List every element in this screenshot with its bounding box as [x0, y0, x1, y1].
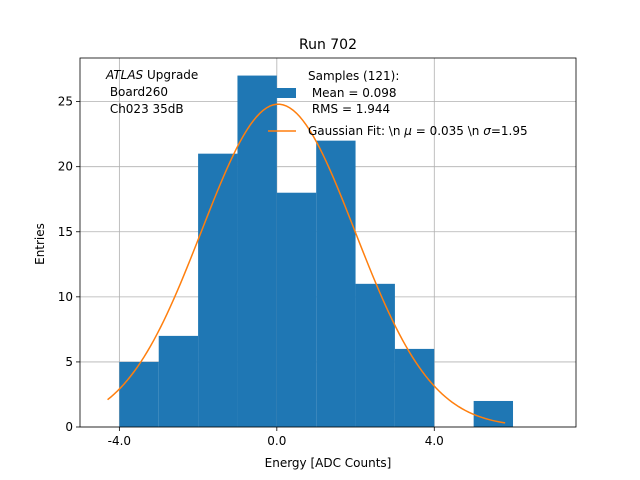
annotation-experiment-suffix: Upgrade: [143, 68, 198, 82]
x-axis-label: Energy [ADC Counts]: [265, 456, 392, 470]
histogram-bar-4: [276, 192, 317, 427]
histogram-bar-0: [119, 361, 159, 427]
legend-fit-sigma-symbol: σ: [483, 124, 491, 138]
histogram-bar-1: [158, 335, 199, 427]
legend-fit-sigma-value: =1.95: [491, 124, 528, 138]
histogram-bar-9: [473, 400, 514, 427]
axes-frame: [79, 57, 577, 428]
y-tick-label-5: 25: [58, 95, 73, 109]
legend: Samples (121): Mean = 0.098 RMS = 1.944 …: [268, 69, 528, 138]
experiment-annotation: ATLAS Upgrade Board260 Ch023 35dB: [105, 68, 198, 116]
y-tick-label-0: 0: [65, 420, 73, 434]
annotation-experiment-line: ATLAS Upgrade: [105, 68, 198, 82]
histogram-bar-6: [355, 283, 395, 427]
histogram-bar-7: [394, 348, 435, 427]
legend-histogram-swatch: [274, 88, 296, 98]
x-tick-label-2: 4.0: [425, 434, 444, 448]
x-tick-label-1: 0.0: [267, 434, 286, 448]
x-tick-label-0: -4.0: [108, 434, 131, 448]
legend-fit-label: Gaussian Fit: \n μ = 0.035 \n σ=1.95: [308, 124, 528, 138]
y-tick-label-4: 20: [58, 160, 73, 174]
y-tick-label-3: 15: [58, 225, 73, 239]
histogram-bar-5: [316, 140, 356, 427]
legend-fit-mu-symbol: μ: [403, 124, 412, 138]
y-tick-label-2: 10: [58, 290, 73, 304]
histogram-bar-3: [237, 75, 277, 428]
annotation-board: Board260: [106, 85, 168, 99]
legend-histogram-line-3: RMS = 1.944: [308, 102, 390, 116]
y-tick-label-1: 5: [65, 355, 73, 369]
histogram-bar-2: [198, 153, 238, 427]
legend-fit-prefix: Gaussian Fit: \n: [308, 124, 404, 138]
legend-fit-mu-value: = 0.035 \n: [412, 124, 483, 138]
histogram-bars: [119, 75, 514, 428]
axis-ticks: -4.0 0.0 4.0 0 5 10 15 20 25: [58, 95, 444, 448]
gaussian-fit-curve: [107, 103, 506, 424]
legend-histogram-line-2: Mean = 0.098: [308, 86, 397, 100]
legend-histogram-line-1: Samples (121):: [308, 69, 399, 83]
annotation-experiment: ATLAS: [105, 68, 144, 82]
chart-title: Run 702: [299, 37, 357, 53]
y-axis-label: Entries: [33, 223, 47, 265]
annotation-channel: Ch023 35dB: [106, 102, 184, 116]
